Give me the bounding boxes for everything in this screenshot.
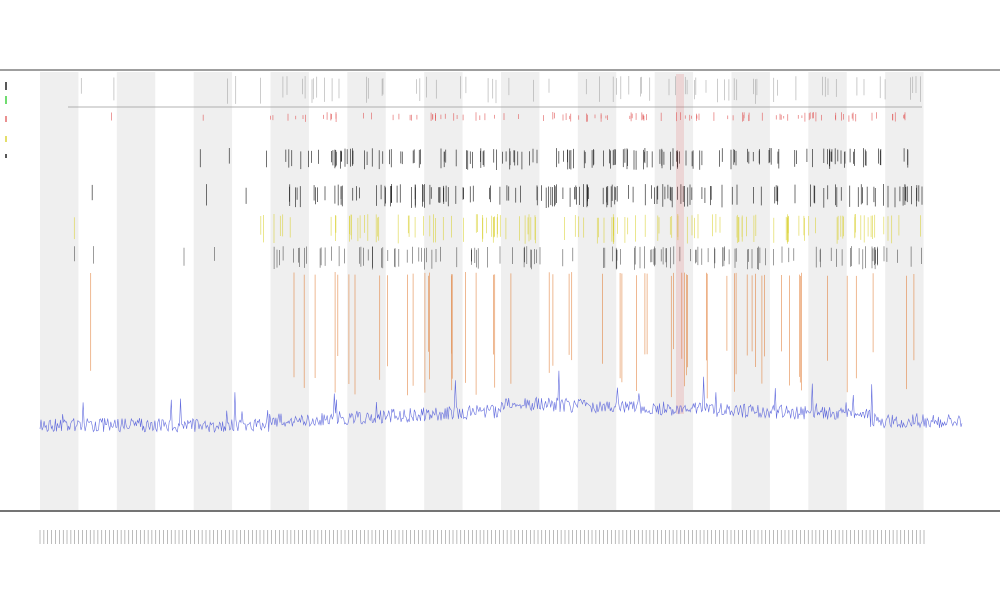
x-tick-labels [39,530,925,544]
highlight-band [676,74,684,414]
column-band [347,72,386,510]
column-band [40,72,79,510]
event-tracks [73,74,923,414]
column-band [885,72,924,510]
column-band [116,72,156,510]
series-line [39,370,963,433]
column-bands [40,72,924,510]
column-band [270,72,309,510]
column-band [577,72,617,510]
column-band [731,72,770,510]
column-band [193,72,233,510]
column-band [501,72,540,510]
column-band [424,72,463,510]
